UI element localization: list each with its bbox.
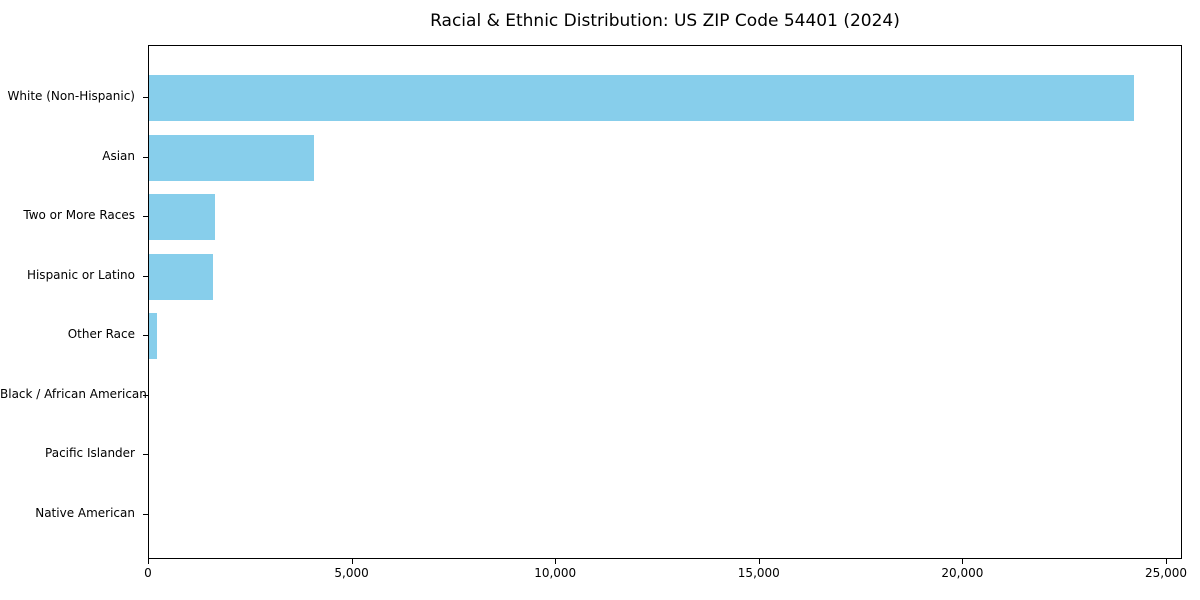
y-tick-label: Pacific Islander xyxy=(45,446,135,460)
x-tick-mark xyxy=(1166,559,1167,564)
y-tick-mark xyxy=(143,454,148,455)
y-tick-mark xyxy=(143,216,148,217)
y-tick-label: Black / African American xyxy=(0,386,147,401)
y-tick-mark xyxy=(143,513,148,515)
chart-title: Racial & Ethnic Distribution: US ZIP Cod… xyxy=(430,11,900,31)
x-tick-mark xyxy=(148,559,149,564)
bar-other-race xyxy=(149,313,158,359)
y-tick-label: Native American xyxy=(35,505,135,520)
y-tick-mark xyxy=(143,97,148,98)
bar-asian xyxy=(149,134,314,181)
y-tick-label: Two or More Races xyxy=(23,208,135,222)
y-tick-mark xyxy=(143,394,148,396)
bar-hispanic-or-latino xyxy=(149,253,213,300)
y-tick-label: Hispanic or Latino xyxy=(26,267,135,282)
y-tick-mark xyxy=(143,335,148,336)
plot-area xyxy=(148,45,1182,559)
x-tick-mark xyxy=(962,559,964,564)
x-tick-mark xyxy=(555,559,557,564)
x-tick-label: 5,000 xyxy=(334,566,369,580)
x-tick-mark xyxy=(758,559,760,564)
bar-white-non-hispanic xyxy=(149,75,1135,121)
y-tick-mark xyxy=(143,156,148,158)
x-tick-label: 0 xyxy=(144,566,152,580)
y-tick-label: Other Race xyxy=(67,327,135,341)
x-tick-label: 10,000 xyxy=(534,566,577,580)
x-tick-label: 15,000 xyxy=(737,566,780,580)
bar-two-or-more-races xyxy=(149,194,216,240)
y-tick-label: White (Non-Hispanic) xyxy=(7,89,135,103)
x-tick-label: 25,000 xyxy=(1145,566,1187,580)
x-tick-label: 20,000 xyxy=(941,566,984,580)
y-tick-label: Asian xyxy=(102,148,135,163)
y-tick-mark xyxy=(143,275,148,277)
x-tick-mark xyxy=(351,559,353,564)
